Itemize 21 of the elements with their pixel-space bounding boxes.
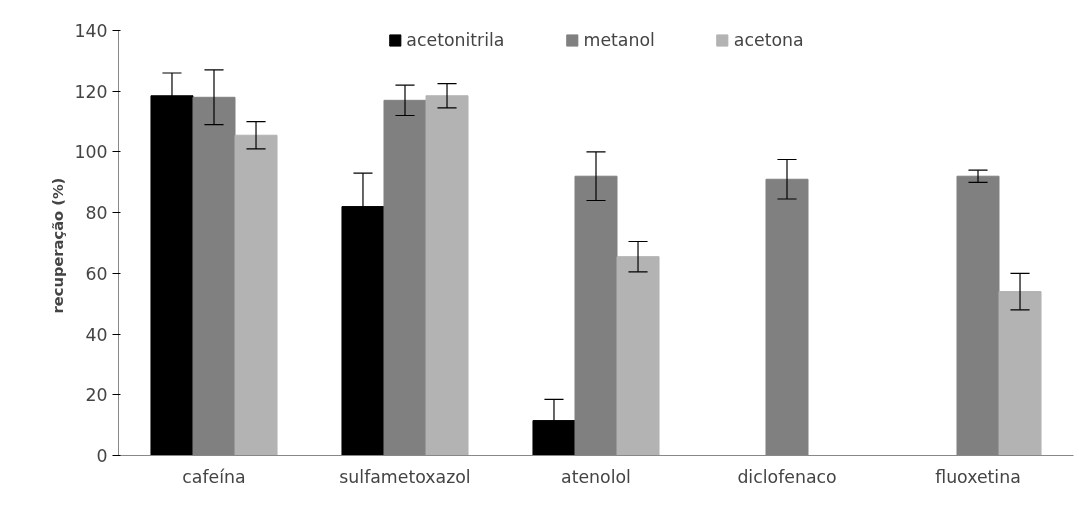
y-tick-label: 40 xyxy=(85,324,108,345)
legend-label: metanol xyxy=(583,30,655,50)
y-tick-label: 0 xyxy=(96,446,108,466)
legend-label: acetonitrila xyxy=(406,30,505,50)
x-tick-label: sulfametoxazol xyxy=(339,466,471,487)
y-tick-label: 120 xyxy=(74,81,108,102)
y-tick-label: 20 xyxy=(85,385,108,406)
x-tick-label: diclofenaco xyxy=(737,466,837,487)
y-axis-title: recuperação (%) xyxy=(49,177,67,314)
y-tick-label: 80 xyxy=(85,203,108,224)
bar xyxy=(616,256,660,456)
x-tick-label: atenolol xyxy=(561,466,631,487)
bar xyxy=(425,95,469,456)
y-tick-label: 60 xyxy=(85,263,108,284)
legend-label: acetona xyxy=(733,30,804,50)
x-tick-label: fluoxetina xyxy=(935,466,1021,487)
bar xyxy=(234,134,278,456)
y-tick-label: 100 xyxy=(74,142,108,163)
y-tick-label: 140 xyxy=(74,21,108,41)
bar xyxy=(998,291,1042,456)
x-tick-label: cafeína xyxy=(182,466,246,487)
